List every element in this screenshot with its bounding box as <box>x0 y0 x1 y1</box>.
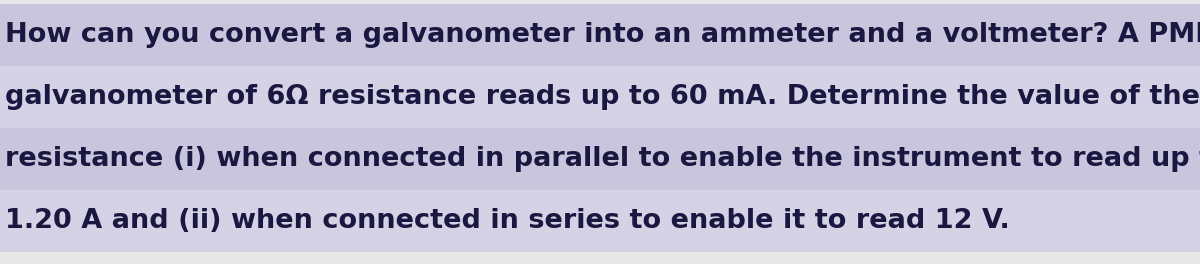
Bar <box>0 4 1200 66</box>
Text: galvanometer of 6Ω resistance reads up to 60 mA. Determine the value of the: galvanometer of 6Ω resistance reads up t… <box>5 84 1200 110</box>
Bar <box>0 128 1200 190</box>
Text: How can you convert a galvanometer into an ammeter and a voltmeter? A PMMC: How can you convert a galvanometer into … <box>5 22 1200 48</box>
Bar <box>0 190 1200 252</box>
Text: 1.20 A and (ii) when connected in series to enable it to read 12 V.: 1.20 A and (ii) when connected in series… <box>5 208 1009 234</box>
Text: resistance (i) when connected in parallel to enable the instrument to read up to: resistance (i) when connected in paralle… <box>5 146 1200 172</box>
Bar <box>0 66 1200 128</box>
